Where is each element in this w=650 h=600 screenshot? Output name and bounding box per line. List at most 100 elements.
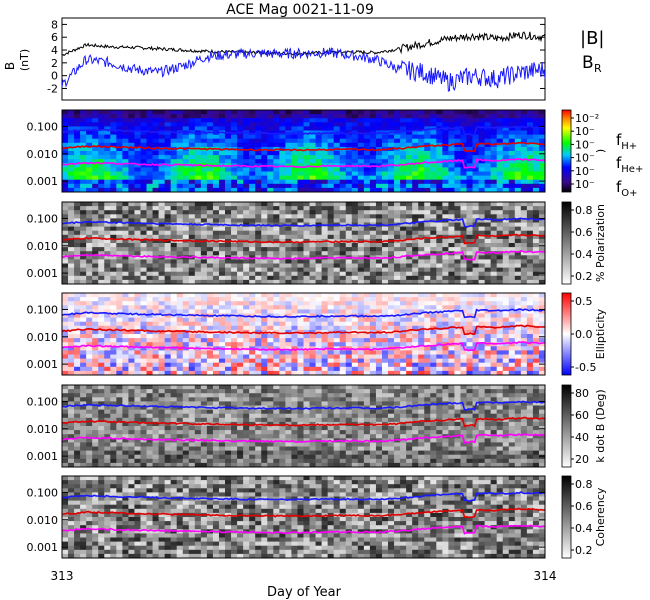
- heatmap-cell: [176, 146, 184, 152]
- heatmap-cell: [412, 234, 419, 240]
- heatmap-cell: [363, 338, 371, 343]
- heatmap-cell: [279, 206, 286, 211]
- heatmap-cell: [279, 259, 286, 264]
- heatmap-cell: [388, 362, 395, 368]
- heatmap-cell: [303, 309, 310, 314]
- heatmap-cell: [303, 226, 310, 232]
- heatmap-cell: [291, 230, 298, 236]
- heatmap-cell: [237, 362, 244, 368]
- heatmap-cell: [363, 259, 371, 264]
- heatmap-cell: [345, 366, 353, 372]
- heatmap-cell: [188, 362, 196, 368]
- heatmap-cell: [231, 305, 238, 310]
- heatmap-cell: [351, 179, 359, 185]
- heatmap-cell: [267, 354, 274, 359]
- heatmap-cell: [225, 179, 232, 185]
- heatmap-cell: [152, 358, 159, 364]
- heatmap-cell: [369, 334, 377, 339]
- heatmap-cell: [297, 238, 304, 244]
- heatmap-cell: [508, 251, 516, 256]
- heatmap-cell: [243, 179, 250, 185]
- heatmap-cell: [68, 313, 75, 318]
- heatmap-cell: [273, 293, 280, 298]
- heatmap-cell: [255, 293, 262, 298]
- heatmap-cell: [388, 317, 395, 323]
- heatmap-cell: [502, 234, 510, 240]
- heatmap-cell: [68, 413, 75, 419]
- heatmap-cell: [86, 350, 93, 355]
- heatmap-cell: [466, 163, 473, 168]
- heatmap-cell: [490, 255, 498, 260]
- heatmap-cell: [98, 334, 105, 339]
- heatmap-cell: [309, 175, 316, 181]
- colorbar-tick-label: 10⁻: [575, 152, 595, 165]
- heatmap-cell: [74, 309, 81, 314]
- heatmap-cell: [448, 263, 455, 268]
- heatmap-cell: [333, 183, 341, 189]
- heatmap-cell: [243, 259, 250, 264]
- heatmap-cell: [261, 110, 268, 115]
- heatmap-cell: [291, 175, 298, 181]
- heatmap-cell: [460, 110, 467, 115]
- heatmap-cell: [152, 275, 159, 281]
- heatmap-cell: [80, 122, 87, 127]
- heatmap-cell: [98, 255, 105, 260]
- heatmap-cell: [357, 263, 365, 268]
- heatmap-cell: [303, 263, 310, 268]
- field-ylabel-b: B: [3, 62, 17, 70]
- heatmap-cell: [200, 218, 208, 223]
- heatmap-cell: [62, 151, 69, 156]
- heatmap-cell: [418, 118, 425, 123]
- heatmap-cell: [321, 293, 329, 298]
- heatmap-cell: [152, 370, 159, 376]
- heatmap-cell: [466, 354, 473, 359]
- heatmap-cell: [418, 313, 425, 318]
- heatmap-cell: [225, 118, 232, 123]
- heatmap-cell: [92, 301, 99, 306]
- heatmap-cell: [231, 325, 238, 331]
- heatmap-cell: [194, 206, 202, 211]
- heatmap-cell: [460, 226, 467, 232]
- heatmap-cell: [466, 159, 473, 164]
- heatmap-cell: [508, 313, 516, 318]
- heatmap-cell: [388, 142, 395, 148]
- heatmap-cell: [62, 179, 69, 185]
- heatmap-cell: [98, 301, 105, 306]
- heatmap-cell: [369, 202, 377, 207]
- heatmap-cell: [98, 350, 105, 355]
- heatmap-cell: [74, 405, 81, 410]
- heatmap-cell: [110, 243, 117, 248]
- heatmap-cell: [327, 138, 335, 144]
- heatmap-cell: [327, 114, 335, 119]
- heatmap-cell: [508, 259, 516, 264]
- heatmap-cell: [327, 214, 335, 219]
- heatmap-cell: [146, 243, 153, 248]
- heatmap-cell: [375, 334, 383, 339]
- heatmap-cell: [297, 325, 304, 331]
- line-f-he: [61, 141, 546, 153]
- heatmap-cell: [62, 126, 69, 131]
- heatmap-cell: [514, 210, 522, 215]
- heatmap-cell: [212, 271, 220, 277]
- heatmap-cell: [363, 354, 371, 359]
- heatmap-cell: [122, 293, 129, 298]
- heatmap-cell: [381, 210, 389, 215]
- heatmap-cell: [243, 366, 250, 372]
- heatmap-cell: [92, 251, 99, 256]
- heatmap-cell: [68, 179, 75, 185]
- heatmap-cell: [188, 305, 196, 310]
- heatmap-cell: [327, 230, 335, 236]
- heatmap-cell: [430, 175, 437, 181]
- heatmap-cell: [508, 175, 516, 181]
- heatmap-cell: [490, 317, 498, 323]
- heatmap-cell: [520, 183, 528, 189]
- heatmap-cell: [279, 226, 286, 232]
- heatmap-cell: [490, 259, 498, 264]
- heatmap-cell: [333, 279, 341, 285]
- heatmap-cell: [394, 346, 401, 351]
- heatmap-cell: [291, 305, 298, 310]
- heatmap-cell: [303, 334, 310, 339]
- heatmap-cell: [237, 167, 244, 172]
- heatmap-cell: [538, 175, 546, 181]
